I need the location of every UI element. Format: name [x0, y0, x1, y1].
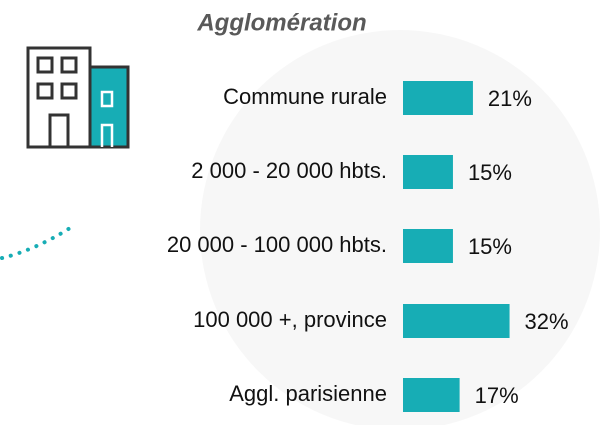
bar — [403, 229, 453, 263]
value-label: 15% — [468, 160, 512, 185]
category-label: Commune rurale — [223, 84, 387, 109]
bar — [403, 378, 460, 412]
bar — [403, 155, 453, 189]
building-icon — [26, 46, 130, 149]
category-label: 2 000 - 20 000 hbts. — [191, 158, 387, 183]
value-label: 17% — [475, 383, 519, 408]
category-label: 20 000 - 100 000 hbts. — [167, 232, 387, 257]
chart-title: Agglomération — [196, 9, 366, 36]
category-label: 100 000 +, province — [193, 307, 387, 332]
value-label: 15% — [468, 234, 512, 259]
value-label: 32% — [525, 309, 569, 334]
dotted-arc — [0, 226, 72, 260]
value-label: 21% — [488, 86, 532, 111]
bar — [403, 81, 473, 115]
bar — [403, 304, 510, 338]
category-label: Aggl. parisienne — [229, 381, 387, 406]
